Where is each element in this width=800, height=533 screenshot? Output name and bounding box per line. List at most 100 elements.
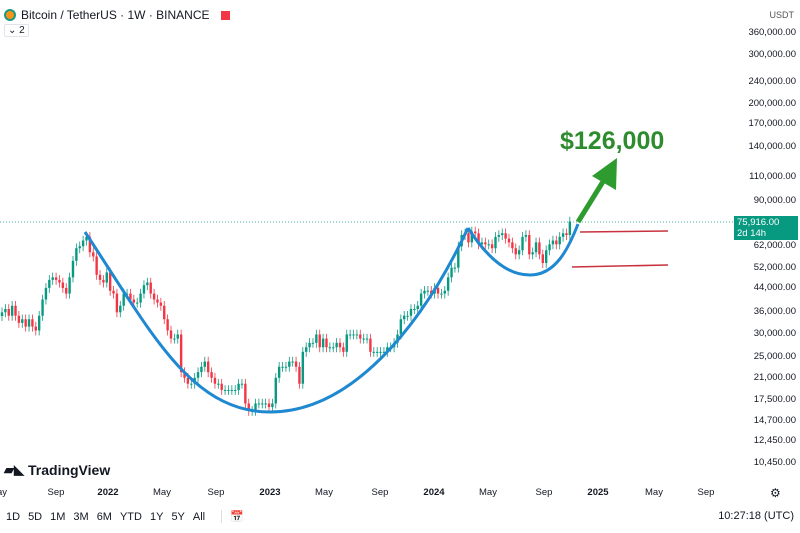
candle-body [95, 256, 98, 275]
candle-body [61, 282, 65, 288]
candle-body [220, 383, 223, 390]
time-tick: 2025 [587, 487, 609, 498]
price-chart[interactable]: $126,000 [0, 0, 745, 480]
candle-body [234, 389, 237, 391]
candle-body [305, 347, 308, 352]
last-price-badge: 75,916.00 2d 14h [734, 216, 798, 240]
range-1m[interactable]: 1M [50, 510, 66, 523]
bitcoin-logo-icon [4, 9, 16, 21]
range-selector: 1D 5D 1M 3M 6M YTD 1Y 5Y All 📅 [6, 510, 244, 523]
range-5d[interactable]: 5D [28, 510, 43, 523]
candle-body [419, 293, 423, 306]
price-tick: 25,000.00 [753, 350, 796, 362]
resistance-line [579, 230, 669, 233]
range-ytd[interactable]: YTD [119, 510, 142, 523]
settings-gear-icon[interactable]: ⚙ [770, 486, 781, 500]
time-tick: May [153, 487, 171, 498]
candle-body [467, 233, 470, 243]
symbol-header[interactable]: Bitcoin / TetherUS · 1W · BINANCE [4, 8, 230, 22]
candle-body [291, 361, 294, 363]
cup-curve [83, 227, 470, 414]
candle-body [379, 351, 382, 353]
candle-body [416, 305, 419, 309]
candle-body [345, 334, 348, 352]
tradingview-logo: ▰◣ TradingView [4, 462, 110, 478]
candle-body [561, 233, 565, 237]
candle-body [264, 403, 267, 405]
candle-body [78, 246, 81, 249]
candle-body [179, 334, 183, 373]
candle-body [129, 293, 132, 300]
candle-body [41, 299, 44, 316]
candle-body [457, 246, 460, 268]
range-3m[interactable]: 3M [73, 510, 89, 523]
candle-body [311, 342, 315, 344]
candle-body [277, 366, 281, 378]
candle-body [504, 233, 507, 239]
price-tick: 90,000.00 [753, 194, 796, 206]
candle-body [514, 248, 517, 255]
candle-body [446, 277, 450, 291]
range-6m[interactable]: 6M [96, 510, 112, 523]
candle-body [375, 351, 379, 353]
time-tick: 2022 [97, 487, 119, 498]
candle-body [4, 308, 7, 313]
candle-body [169, 330, 173, 339]
target-arrow-shaft [575, 178, 607, 224]
flag-icon[interactable] [220, 10, 230, 20]
candle-body [318, 334, 321, 348]
candle-body [186, 377, 190, 384]
date-range-icon[interactable]: 📅 [221, 510, 244, 523]
candle-body [538, 242, 541, 255]
candle-body [227, 389, 230, 391]
range-all[interactable]: All [192, 510, 206, 523]
candle-body [105, 272, 108, 283]
candle-body [528, 235, 531, 255]
candle-body [203, 361, 206, 367]
candle-body [173, 338, 176, 340]
candle-body [281, 366, 284, 368]
time-tick: Sep [47, 487, 65, 498]
candle-body [119, 305, 122, 313]
candle-body [413, 308, 416, 310]
candle-body [369, 338, 372, 352]
candle-body [10, 305, 14, 316]
time-tick: Sep [371, 487, 389, 498]
range-1d[interactable]: 1D [6, 510, 21, 523]
candle-body [267, 403, 271, 408]
range-5y[interactable]: 5Y [171, 510, 185, 523]
candle-body [102, 279, 105, 283]
candle-body [497, 235, 501, 237]
candle-body [34, 326, 37, 331]
price-tick: 10,450.00 [753, 456, 796, 468]
candle-body [355, 334, 359, 336]
candle-body [200, 366, 203, 373]
candle-body [132, 299, 136, 303]
candle-body [328, 347, 332, 349]
candle-body [88, 236, 92, 253]
candle-body [352, 334, 355, 336]
clock[interactable]: 10:27:18 (UTC) [718, 510, 794, 522]
currency-label[interactable]: USDT [769, 10, 795, 20]
candle-body [17, 315, 21, 323]
indicators-toggle[interactable]: ⌄ 2 [4, 24, 29, 37]
candle-body [517, 250, 521, 255]
candle-body [301, 351, 305, 384]
range-1y[interactable]: 1Y [149, 510, 164, 523]
candle-body [409, 308, 413, 316]
candle-body [7, 308, 10, 316]
price-tick: 200,000.00 [748, 97, 796, 109]
candle-body [213, 377, 217, 384]
price-tick: 300,000.00 [748, 48, 796, 60]
handle-curve [466, 223, 580, 277]
price-tick: 17,500.00 [753, 393, 796, 405]
candle-body [487, 244, 490, 246]
candle-body [196, 372, 200, 378]
price-tick: 14,700.00 [753, 415, 796, 427]
candle-body [558, 236, 561, 245]
candle-body [335, 342, 338, 348]
candle-body [190, 383, 193, 385]
candle-body [210, 372, 213, 378]
candle-body [480, 242, 484, 245]
candle-body [403, 315, 406, 320]
